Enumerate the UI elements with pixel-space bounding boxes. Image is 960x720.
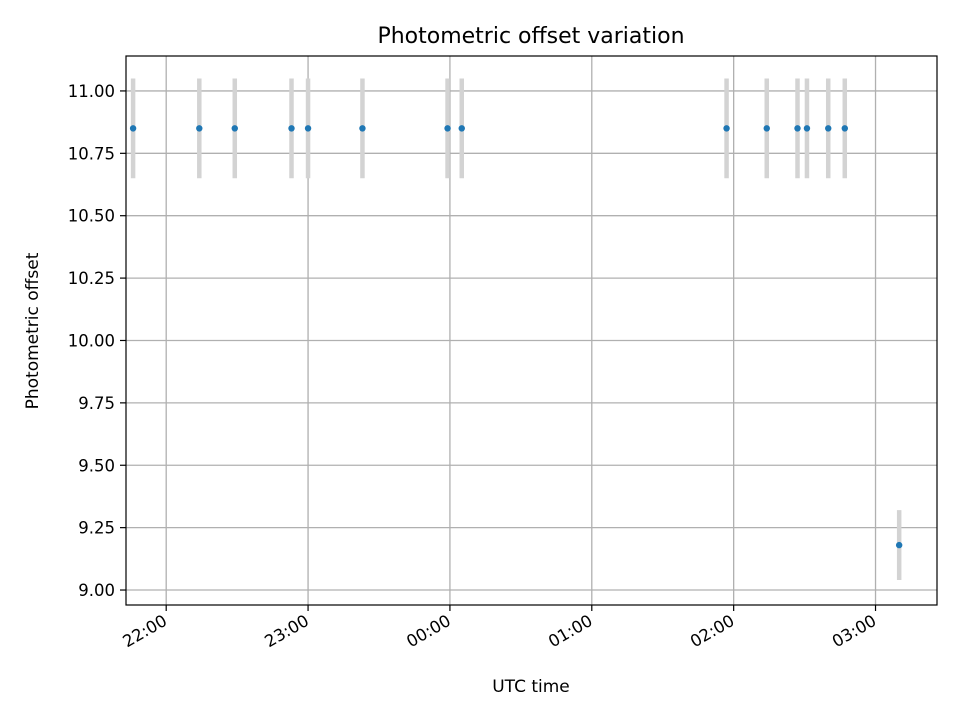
data-point (803, 125, 811, 132)
data-point (723, 125, 730, 132)
data-point (196, 125, 203, 132)
data-point (444, 125, 451, 132)
y-tick-label: 9.25 (78, 519, 115, 538)
data-point (231, 125, 238, 132)
data-point (794, 125, 801, 132)
y-tick-label: 10.00 (68, 331, 115, 350)
y-tick-label: 10.50 (68, 207, 115, 226)
data-points (129, 125, 903, 549)
data-point (458, 125, 465, 132)
x-axis-label: UTC time (492, 677, 570, 697)
data-point (129, 125, 137, 132)
data-point (359, 125, 366, 132)
y-axis-label: Photometric offset (23, 252, 43, 409)
data-point (304, 125, 312, 132)
y-tick-label: 9.75 (78, 394, 115, 413)
y-tick-label: 9.50 (78, 456, 115, 475)
data-point (825, 125, 832, 132)
data-point (763, 125, 770, 132)
plot-frame (125, 55, 938, 606)
data-point (895, 541, 903, 549)
data-point (288, 125, 295, 132)
chart-title: Photometric offset variation (377, 24, 684, 49)
data-point (841, 125, 848, 132)
y-tick-label: 10.25 (68, 269, 115, 288)
y-tick-label: 9.00 (78, 581, 115, 600)
y-tick-label: 10.75 (68, 144, 115, 163)
y-tick-label: 11.00 (68, 82, 115, 101)
